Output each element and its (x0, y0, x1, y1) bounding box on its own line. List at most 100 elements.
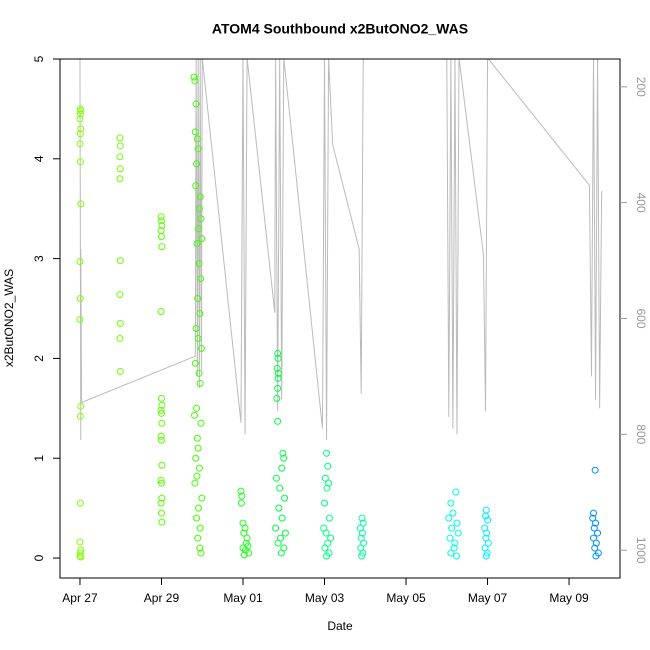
data-point (592, 552, 600, 560)
data-point (77, 553, 85, 561)
data-point (197, 419, 205, 427)
data-point (274, 349, 282, 357)
data-point (273, 364, 281, 372)
data-point (321, 499, 329, 507)
data-point (195, 205, 203, 213)
y-tick-label: 3 (32, 255, 46, 262)
y-tick-label: 2 (32, 355, 46, 362)
data-point (198, 494, 206, 502)
data-point (448, 524, 456, 532)
data-point (196, 524, 204, 532)
data-point (197, 275, 205, 283)
y-tick-label: 1 (32, 455, 46, 462)
data-point (243, 534, 251, 542)
data-point (192, 454, 200, 462)
data-point (272, 524, 280, 532)
data-point (116, 175, 124, 183)
data-point (191, 128, 199, 136)
data-point (116, 319, 124, 327)
data-point (77, 200, 85, 208)
data-point (157, 233, 165, 241)
data-point (451, 539, 459, 547)
data-point (591, 544, 599, 552)
data-point (197, 344, 205, 352)
y-axis-label: x2ButONO2_WAS (2, 269, 16, 367)
data-point (158, 461, 166, 469)
data-point (158, 401, 166, 409)
data-point (278, 464, 286, 472)
data-point (157, 406, 165, 414)
data-point (323, 449, 331, 457)
data-point (322, 529, 330, 537)
data-point (281, 494, 289, 502)
data-point (191, 359, 199, 367)
y-tick-label: 0 (32, 554, 46, 561)
data-point (157, 213, 165, 221)
data-point (447, 499, 455, 507)
data-point (158, 518, 166, 526)
data-point (592, 519, 600, 527)
data-point (450, 544, 458, 552)
data-point (321, 544, 329, 552)
data-point (193, 135, 201, 143)
data-point (453, 519, 461, 527)
data-point (76, 552, 84, 560)
data-point (195, 504, 203, 512)
data-point (274, 369, 282, 377)
data-point (195, 369, 203, 377)
y-tick-label: 5 (32, 55, 46, 62)
data-point (193, 434, 201, 442)
x-tick-label: Apr 29 (144, 591, 180, 605)
data-point (482, 552, 490, 560)
data-point (445, 514, 453, 522)
data-point (157, 479, 165, 487)
data-point (192, 182, 200, 190)
data-point (193, 514, 201, 522)
data-point (116, 165, 124, 173)
data-point (116, 257, 124, 265)
data-point (157, 509, 165, 517)
data-point (76, 549, 84, 557)
data-point (157, 499, 165, 507)
data-point (591, 466, 599, 474)
data-point (195, 260, 203, 268)
y2-tick-label: 600 (634, 308, 648, 328)
data-point (76, 538, 84, 546)
data-point (280, 454, 288, 462)
x-tick-label: May 05 (386, 591, 426, 605)
data-point (195, 225, 203, 233)
data-point (245, 549, 253, 557)
data-point (276, 484, 284, 492)
data-point (158, 419, 166, 427)
data-point (157, 432, 165, 440)
x-tick-label: May 03 (305, 591, 345, 605)
data-point (452, 488, 460, 496)
data-point (76, 130, 84, 138)
data-point (191, 479, 199, 487)
data-point (198, 235, 206, 243)
data-point (197, 549, 205, 557)
data-point (274, 539, 282, 547)
data-point (453, 552, 461, 560)
data-point (116, 142, 124, 150)
data-point (278, 514, 286, 522)
chart-title: ATOM4 Southbound x2ButONO2_WAS (212, 21, 468, 37)
data-point (116, 291, 124, 299)
data-point (157, 409, 165, 417)
data-point (274, 354, 282, 362)
data-point (192, 100, 200, 108)
data-point (77, 107, 85, 115)
data-point (157, 394, 165, 402)
y2-tick-label: 1000 (634, 537, 648, 564)
data-point (358, 529, 366, 537)
x-axis-label: Date (327, 619, 353, 633)
y2-tick-label: 800 (634, 424, 648, 444)
data-point (482, 506, 490, 514)
data-point (484, 516, 492, 524)
data-point (192, 324, 200, 332)
data-point (76, 158, 84, 166)
data-point (274, 374, 282, 382)
data-point (196, 193, 204, 201)
data-point (483, 529, 491, 537)
data-point (194, 444, 202, 452)
